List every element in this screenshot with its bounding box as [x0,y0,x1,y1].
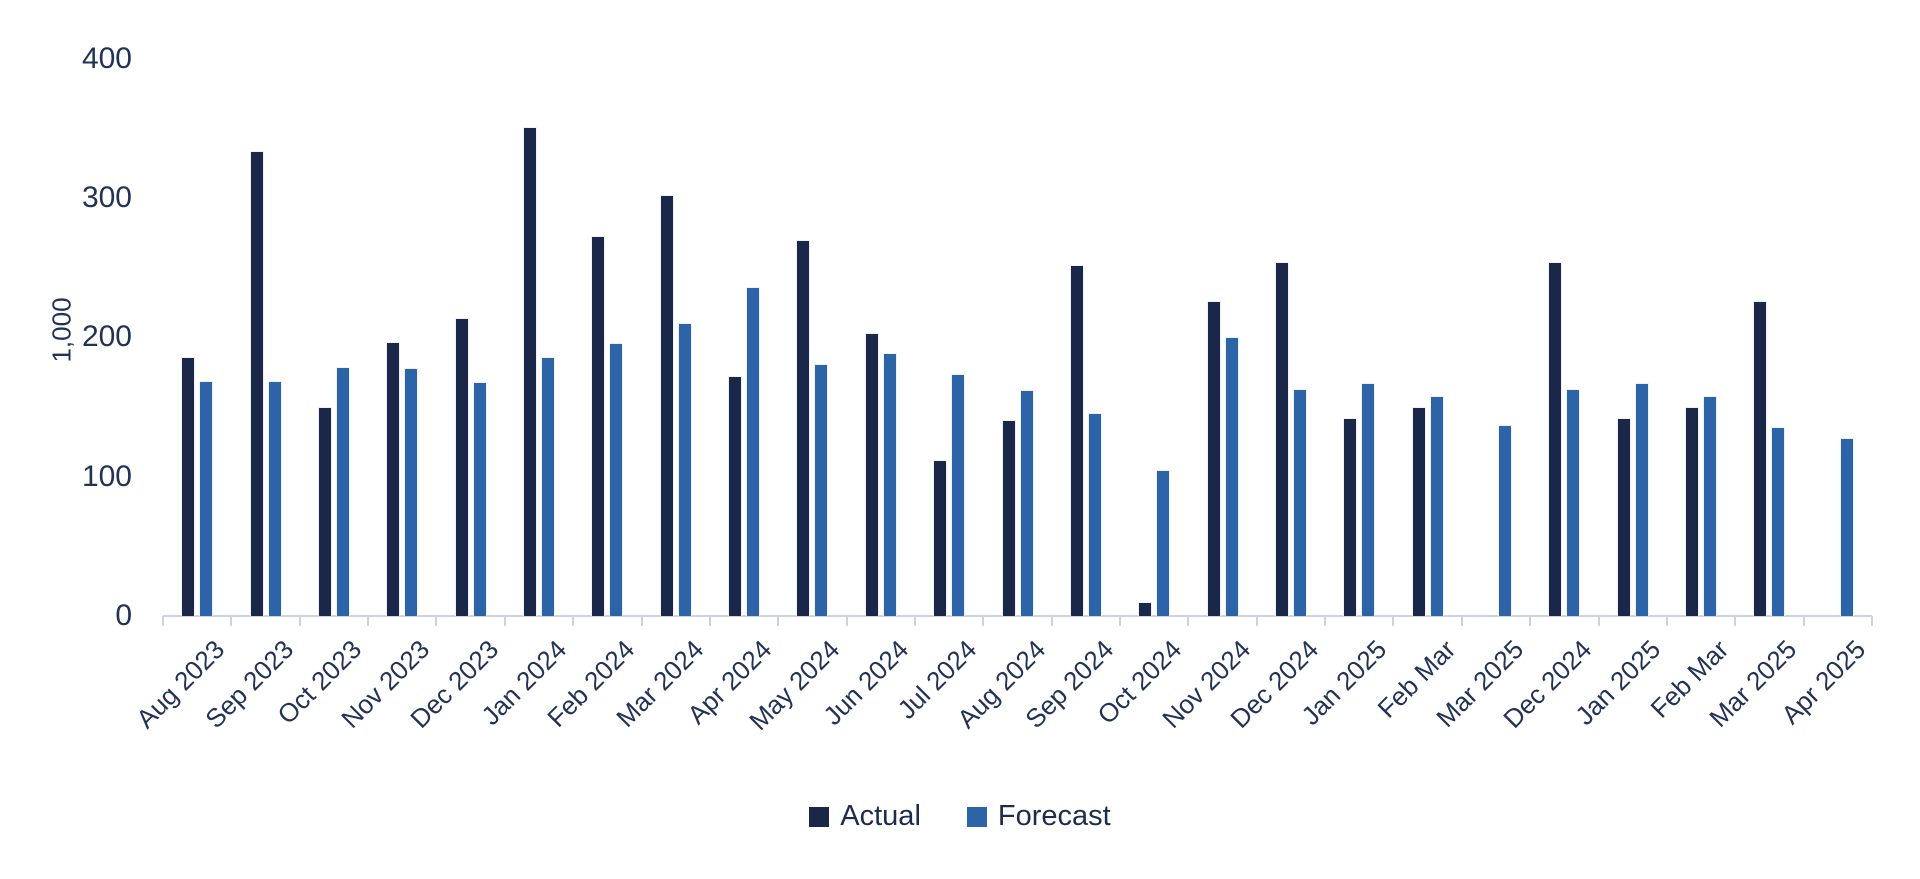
bar-forecast-jul-2024[interactable] [951,373,966,616]
y-axis-tick-label: 0 [115,599,132,632]
bar-actual-jul-2024[interactable] [933,459,948,616]
x-axis-tick [1597,616,1600,626]
y-axis-tick-label: 200 [81,320,132,354]
x-axis-tick [1119,616,1122,626]
bar-forecast-aug-2023[interactable] [199,380,214,616]
forecast-swatch-icon [966,806,987,827]
bar-actual-feb-mar[interactable] [1685,407,1700,616]
legend-item-actual[interactable]: Actual [809,800,921,833]
bar-forecast-feb-mar[interactable] [1429,395,1444,616]
actual-swatch-icon [809,806,830,827]
bar-forecast-apr-2024[interactable] [746,287,761,616]
bar-forecast-mar-2024[interactable] [677,323,692,616]
bar-forecast-aug-2024[interactable] [1019,390,1034,616]
bar-actual-dec-2023[interactable] [454,317,469,616]
x-axis-tick [503,616,506,626]
bar-forecast-apr-2025[interactable] [1839,437,1854,616]
bar-forecast-nov-2023[interactable] [404,368,419,616]
bar-forecast-nov-2024[interactable] [1224,337,1239,616]
bar-forecast-sep-2023[interactable] [267,380,282,616]
x-axis-tick [982,616,985,626]
bar-forecast-oct-2023[interactable] [335,366,350,616]
bar-actual-jan-2024[interactable] [522,127,537,616]
bar-forecast-feb-mar[interactable] [1703,395,1718,616]
x-axis-tick [913,616,916,626]
bar-actual-nov-2024[interactable] [1206,301,1221,616]
bar-actual-feb-mar[interactable] [1411,407,1426,616]
x-axis-tick [367,616,370,626]
legend-label-forecast: Forecast [997,800,1111,832]
legend-item-forecast[interactable]: Forecast [966,800,1111,833]
x-axis-tick [1324,616,1327,626]
x-axis-tick [435,616,438,626]
bar-forecast-jan-2025[interactable] [1634,383,1649,616]
y-axis-tick-label: 100 [81,459,132,493]
bar-actual-mar-2024[interactable] [659,195,674,616]
bar-forecast-may-2024[interactable] [814,363,829,616]
x-axis-tick [1460,616,1463,626]
x-axis-tick [1255,616,1258,626]
x-axis-tick [230,616,233,626]
bar-actual-feb-2024[interactable] [591,235,606,616]
bar-forecast-mar-2025[interactable] [1498,425,1513,616]
bar-forecast-dec-2024[interactable] [1292,388,1307,616]
x-axis-tick [1392,616,1395,626]
legend: Actual Forecast [0,800,1920,833]
x-axis-tick [162,616,164,626]
bar-actual-dec-2024[interactable] [1548,262,1563,616]
bar-forecast-jan-2025[interactable] [1361,383,1376,616]
bar-actual-sep-2024[interactable] [1069,264,1084,616]
x-axis-line [163,615,1872,617]
x-axis-tick [1665,616,1668,626]
bar-actual-mar-2025[interactable] [1753,301,1768,616]
bar-forecast-dec-2024[interactable] [1566,388,1581,616]
bar-actual-apr-2024[interactable] [728,376,743,616]
x-axis-tick [845,616,848,626]
x-axis-tick [1529,616,1532,626]
x-axis-tick [777,616,780,626]
bar-actual-jan-2025[interactable] [1343,418,1358,616]
bar-actual-jan-2025[interactable] [1616,418,1631,616]
x-axis-tick [708,616,711,626]
x-axis-tick [640,616,643,626]
bar-forecast-oct-2024[interactable] [1156,469,1171,616]
bar-actual-oct-2024[interactable] [1138,602,1153,616]
x-axis-tick [572,616,575,626]
bar-actual-oct-2023[interactable] [317,407,332,616]
x-axis-tick [1187,616,1190,626]
bar-forecast-sep-2024[interactable] [1087,412,1102,616]
x-axis-tick [1050,616,1053,626]
bar-actual-jun-2024[interactable] [864,333,879,616]
y-axis-tick-label: 300 [81,181,132,215]
bar-forecast-jan-2024[interactable] [540,356,555,616]
bar-actual-nov-2023[interactable] [386,341,401,616]
bar-forecast-jun-2024[interactable] [882,352,897,616]
x-axis-tick [1734,616,1737,626]
bar-forecast-feb-2024[interactable] [609,342,624,616]
x-axis-tick [1802,616,1805,626]
bar-actual-dec-2024[interactable] [1274,262,1289,616]
legend-label-actual: Actual [840,800,921,832]
bar-forecast-dec-2023[interactable] [472,381,487,616]
bar-forecast-mar-2025[interactable] [1771,426,1786,616]
bar-actual-may-2024[interactable] [796,239,811,616]
bar-actual-aug-2024[interactable] [1001,419,1016,616]
x-axis-tick [1871,616,1873,626]
bar-actual-aug-2023[interactable] [181,356,196,616]
y-axis-tick-label: 400 [81,41,132,75]
bar-actual-sep-2023[interactable] [249,150,264,616]
x-axis-tick [298,616,301,626]
